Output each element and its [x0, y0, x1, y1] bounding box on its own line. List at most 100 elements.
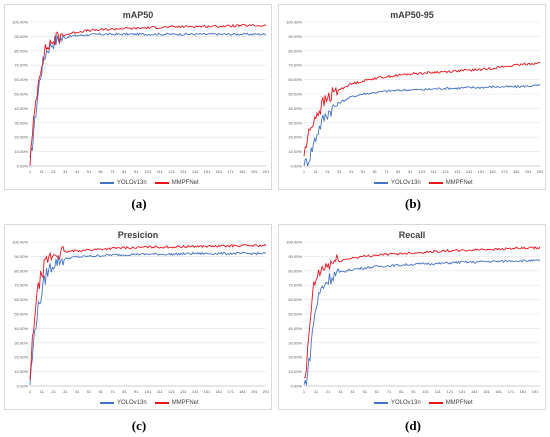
- y-tick-label: 30.00%: [14, 340, 28, 345]
- x-tick-label: 91: [134, 389, 139, 394]
- x-tick-label: 161: [495, 389, 502, 394]
- y-tick-label: 40.00%: [14, 106, 28, 111]
- x-tick-label: 41: [75, 389, 80, 394]
- x-tick-label: 71: [110, 169, 115, 174]
- x-tick-label: 61: [99, 169, 104, 174]
- x-tick-label: 31: [337, 169, 342, 174]
- caption-b: (b): [405, 196, 421, 211]
- x-tick-label: 161: [215, 169, 222, 174]
- y-tick-label: 70.00%: [14, 63, 28, 68]
- chart-title: mAP50: [122, 10, 154, 20]
- legend-label-yolo: YOLOv13n: [391, 180, 421, 186]
- x-tick-label: 131: [454, 169, 461, 174]
- y-tick-label: 100.00%: [286, 20, 302, 25]
- y-tick-label: 40.00%: [288, 326, 302, 331]
- x-tick-label: 91: [411, 389, 416, 394]
- x-tick-label: 61: [99, 389, 104, 394]
- y-tick-label: 0.00%: [291, 164, 303, 169]
- x-tick-label: 111: [157, 169, 164, 174]
- x-tick-label: 151: [204, 389, 211, 394]
- x-tick-label: 21: [325, 169, 330, 174]
- x-tick-label: 1: [29, 169, 32, 174]
- x-tick-label: 41: [349, 169, 354, 174]
- legend-item-yolo: YOLOv13n: [100, 400, 147, 406]
- y-tick-label: 10.00%: [288, 149, 302, 154]
- x-tick-label: 201: [537, 169, 544, 174]
- x-tick-label: 131: [459, 389, 466, 394]
- legend-item-mmpf: MMPFNet: [428, 400, 473, 406]
- y-tick-label: 10.00%: [14, 369, 28, 374]
- legend-swatch-mmpf: [154, 182, 169, 184]
- y-tick-label: 20.00%: [14, 355, 28, 360]
- y-tick-label: 60.00%: [14, 297, 28, 302]
- y-tick-label: 90.00%: [14, 34, 28, 39]
- x-tick-label: 101: [422, 389, 429, 394]
- x-tick-label: 71: [110, 389, 115, 394]
- x-tick-label: 81: [122, 389, 127, 394]
- y-tick-label: 90.00%: [288, 254, 302, 259]
- y-tick-label: 30.00%: [288, 340, 302, 345]
- series-line-yolov13n: [29, 251, 267, 386]
- legend-label-yolo: YOLOv13n: [391, 400, 421, 406]
- x-tick-label: 191: [532, 389, 539, 394]
- x-tick-label: 71: [387, 389, 392, 394]
- y-tick-label: 20.00%: [288, 135, 302, 140]
- y-tick-label: 90.00%: [288, 34, 302, 39]
- y-tick-label: 60.00%: [288, 297, 302, 302]
- series-line-yolov13n: [29, 32, 267, 158]
- x-tick-label: 101: [145, 169, 152, 174]
- x-tick-label: 11: [40, 169, 45, 174]
- chart-frame: [278, 4, 546, 190]
- chart-frame: [278, 224, 546, 410]
- x-tick-label: 171: [501, 169, 508, 174]
- x-tick-label: 71: [384, 169, 389, 174]
- chart-svg-d: 0.00% 10.00% 20.00% 30.00% 40.00% 50.00% 60.00…: [286, 240, 541, 394]
- y-tick-label: 90.00%: [14, 254, 28, 259]
- x-tick-label: 111: [435, 389, 442, 394]
- caption-c: (c): [131, 418, 147, 433]
- series-line-yolov13n: [303, 258, 541, 386]
- legend-item-yolo: YOLOv13n: [374, 180, 421, 186]
- y-tick-label: 60.00%: [14, 77, 28, 82]
- x-tick-label: 171: [227, 169, 234, 174]
- chart-svg-c: 0.00% 10.00% 20.00% 30.00% 40.00% 50.00% 60.00…: [12, 240, 270, 395]
- y-tick-label: 50.00%: [14, 92, 28, 97]
- series-line-mmpfnet: [303, 61, 541, 156]
- x-tick-label: 151: [204, 169, 211, 174]
- x-tick-label: 41: [350, 389, 355, 394]
- legend-item-yolo: YOLOv13n: [374, 400, 421, 406]
- y-tick-label: 80.00%: [288, 48, 302, 53]
- x-tick-label: 181: [513, 169, 520, 174]
- chart-title: Recall: [398, 230, 426, 240]
- x-tick-label: 141: [192, 169, 199, 174]
- legend-swatch-mmpf: [428, 402, 443, 404]
- x-tick-label: 31: [63, 389, 68, 394]
- chart-legend: YOLOv13n MMPFNet: [100, 180, 199, 186]
- x-tick-label: 181: [520, 389, 527, 394]
- y-tick-label: 60.00%: [288, 77, 302, 82]
- x-tick-label: 141: [471, 389, 478, 394]
- y-tick-label: 80.00%: [288, 268, 302, 273]
- x-tick-label: 121: [168, 389, 175, 394]
- series-line-mmpfnet: [29, 23, 267, 167]
- x-tick-label: 101: [145, 389, 152, 394]
- x-tick-label: 181: [239, 389, 246, 394]
- x-tick-label: 111: [431, 169, 438, 174]
- y-tick-label: 20.00%: [14, 135, 28, 140]
- chart-svg-a: 0.00% 10.00% 20.00% 30.00% 40.00% 50.00% 60.00…: [12, 20, 270, 175]
- x-tick-label: 121: [168, 169, 175, 174]
- legend-item-mmpf: MMPFNet: [428, 180, 473, 186]
- legend-label-yolo: YOLOv13n: [117, 400, 147, 406]
- x-tick-label: 111: [157, 389, 164, 394]
- x-tick-label: 51: [87, 169, 92, 174]
- y-tick-label: 30.00%: [14, 120, 28, 125]
- chart-title: mAP50-95: [390, 10, 434, 20]
- y-tick-label: 100.00%: [12, 20, 28, 25]
- y-tick-label: 10.00%: [288, 369, 302, 374]
- y-tick-label: 0.00%: [291, 384, 303, 389]
- x-tick-label: 11: [314, 389, 319, 394]
- x-tick-label: 191: [251, 169, 258, 174]
- x-tick-label: 121: [447, 389, 454, 394]
- x-tick-label: 31: [63, 169, 68, 174]
- chart-title: Presicion: [117, 230, 159, 240]
